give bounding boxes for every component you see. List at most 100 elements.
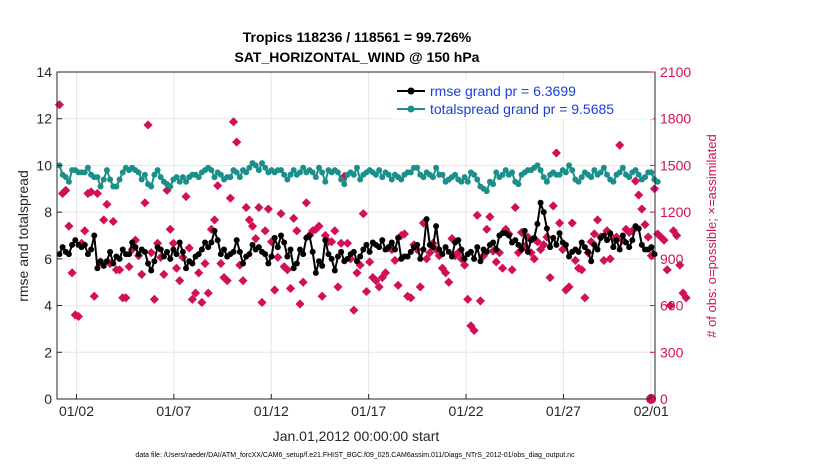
possible-obs-marker (406, 293, 416, 303)
x-tick-label: 01/27 (546, 403, 581, 419)
rmse-marker (281, 239, 288, 246)
rmse-marker (357, 253, 364, 260)
rmse-marker (151, 258, 158, 265)
totalspread-marker (648, 169, 655, 176)
totalspread-marker (65, 178, 72, 185)
possible-obs-marker (529, 254, 539, 264)
possible-obs-marker (209, 215, 220, 225)
rmse-marker (148, 267, 155, 274)
rmse-marker (119, 246, 126, 253)
possible-obs-marker (374, 282, 384, 292)
totalspread-marker (300, 164, 307, 171)
rmse-marker (211, 227, 218, 234)
totalspread-marker (113, 183, 120, 190)
totalspread-marker (493, 169, 500, 176)
totalspread-marker (372, 171, 379, 178)
rmse-marker (300, 251, 307, 258)
rmse-marker (265, 260, 272, 267)
rmse-marker (72, 237, 79, 244)
possible-obs-marker (263, 204, 273, 214)
totalspread-marker (619, 164, 626, 171)
rmse-marker (69, 241, 76, 248)
rmse-marker (629, 237, 636, 244)
possible-obs-marker (577, 265, 587, 275)
totalspread-marker (379, 174, 386, 181)
rmse-marker (353, 258, 360, 265)
totalspread-marker (509, 169, 516, 176)
possible-obs-marker (270, 285, 280, 295)
possible-obs-marker (640, 220, 650, 230)
possible-obs-marker (551, 148, 561, 158)
rmse-marker (635, 225, 642, 232)
rmse-marker (230, 248, 237, 255)
totalspread-marker (490, 181, 497, 188)
totalspread-marker (252, 162, 259, 169)
totalspread-series (56, 160, 661, 195)
rmse-marker (312, 269, 319, 276)
chart-title-line1: Tropics 118236 / 118561 = 99.726% (243, 29, 472, 45)
possible-obs-marker (460, 260, 470, 270)
rmse-marker (306, 232, 313, 239)
totalspread-marker (610, 178, 617, 185)
totalspread-marker (350, 171, 357, 178)
totalspread-marker (255, 167, 262, 174)
totalspread-marker (296, 169, 303, 176)
possible-obs-marker (393, 280, 403, 290)
rmse-marker (417, 255, 424, 262)
rmse-marker (648, 244, 655, 251)
rmse-marker (515, 241, 522, 248)
possible-obs-marker (181, 192, 191, 202)
rmse-marker (607, 230, 614, 237)
totalspread-marker (578, 174, 585, 181)
totalspread-marker (138, 176, 145, 183)
totalspread-marker (357, 176, 364, 183)
possible-obs-marker (241, 202, 251, 213)
totalspread-marker (540, 174, 547, 181)
rmse-marker (183, 265, 190, 272)
rmse-marker (604, 237, 611, 244)
possible-obs-marker (184, 243, 194, 253)
rmse-marker (448, 253, 455, 260)
possible-obs-marker (108, 216, 118, 227)
x-tick-label: 02/01 (634, 403, 669, 419)
legend: rmse grand pr = 6.3699 totalspread grand… (393, 79, 653, 119)
rmse-marker (240, 260, 247, 267)
totalspread-marker (208, 167, 215, 174)
rmse-marker (255, 244, 262, 251)
legend-totalspread-marker (407, 105, 415, 113)
possible-obs-marker (244, 215, 254, 225)
totalspread-marker (499, 171, 506, 178)
rmse-marker (490, 239, 497, 246)
rmse-marker (170, 246, 177, 253)
rmse-marker (395, 234, 402, 241)
rmse-marker (575, 248, 582, 255)
possible-obs-marker (482, 224, 492, 234)
possible-obs-marker (276, 209, 286, 219)
rmse-marker (638, 241, 645, 248)
totalspread-marker (338, 176, 345, 183)
left-y-tick-label: 14 (36, 64, 52, 80)
possible-obs-marker (564, 282, 574, 292)
rmse-marker (556, 230, 563, 237)
rmse-marker (268, 253, 275, 260)
possible-obs-marker (149, 294, 159, 304)
rmse-marker (176, 239, 183, 246)
possible-obs-marker (115, 265, 125, 275)
rmse-marker (135, 251, 142, 258)
totalspread-marker (534, 162, 541, 169)
rmse-marker (173, 251, 180, 258)
totalspread-marker (107, 176, 114, 183)
rmse-series (56, 199, 658, 276)
possible-obs-marker (92, 188, 102, 199)
rmse-marker (600, 232, 607, 239)
possible-obs-marker (330, 226, 340, 236)
rmse-marker (132, 244, 139, 251)
possible-obs-marker (285, 283, 296, 294)
possible-obs-marker (469, 325, 479, 336)
rmse-marker (202, 239, 209, 246)
possible-obs-marker (298, 277, 308, 287)
rmse-marker (610, 244, 617, 251)
rmse-marker (461, 255, 468, 262)
possible-obs-marker (314, 221, 324, 231)
rmse-marker (296, 246, 303, 253)
